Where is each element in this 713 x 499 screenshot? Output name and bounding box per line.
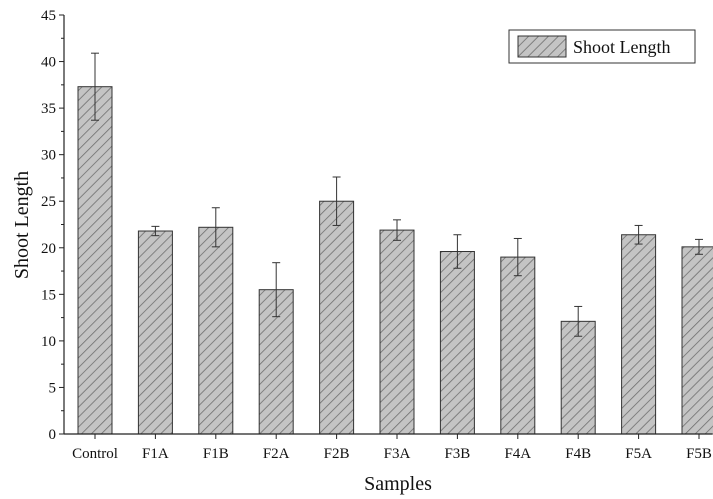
error-bar-f4a bbox=[513, 237, 522, 277]
bar-f1a bbox=[137, 230, 173, 435]
y-tick-label: 0 bbox=[49, 427, 57, 443]
legend-label: Shoot Length bbox=[573, 37, 671, 57]
bar-f3b bbox=[439, 251, 475, 435]
error-bars-layer bbox=[91, 52, 703, 337]
x-tick-label: F5A bbox=[625, 446, 652, 462]
x-tick-label: F3B bbox=[444, 446, 470, 462]
error-bar-control bbox=[91, 52, 99, 121]
legend-swatch bbox=[517, 35, 567, 58]
y-tick-label: 45 bbox=[41, 8, 56, 24]
error-bar-f2a bbox=[272, 262, 281, 318]
bar-f4b bbox=[560, 320, 596, 435]
y-tick-label: 20 bbox=[41, 241, 56, 257]
x-tick-label: Control bbox=[72, 446, 118, 462]
bars-layer bbox=[77, 86, 713, 435]
x-axis-title: Samples bbox=[364, 473, 432, 495]
error-bar-f3b bbox=[453, 234, 462, 269]
legend: Shoot Length bbox=[508, 29, 696, 64]
error-bar-f3a bbox=[393, 219, 401, 241]
x-tick-label: F1B bbox=[203, 446, 229, 462]
x-tick-label: F4B bbox=[565, 446, 591, 462]
y-tick-label: 35 bbox=[41, 101, 56, 117]
x-tick-label: F5B bbox=[686, 446, 712, 462]
error-bar-f2b bbox=[332, 176, 341, 226]
bar-control bbox=[77, 86, 113, 435]
y-tick-label: 30 bbox=[41, 148, 56, 164]
y-tick-label: 15 bbox=[41, 287, 56, 303]
error-bar-f5a bbox=[634, 224, 643, 245]
x-tick-label: F1A bbox=[142, 446, 169, 462]
y-axis-title: Shoot Length bbox=[11, 171, 33, 279]
bar-f4a bbox=[500, 256, 536, 435]
bar-f3a bbox=[379, 229, 415, 435]
y-tick-label: 25 bbox=[41, 194, 56, 210]
y-tick-label: 40 bbox=[41, 55, 56, 71]
error-bar-f5b bbox=[695, 238, 703, 255]
x-tick-label: F4A bbox=[504, 446, 531, 462]
error-bar-f1a bbox=[151, 225, 160, 237]
bar-f2b bbox=[319, 200, 355, 435]
y-tick-label: 10 bbox=[41, 334, 56, 350]
axes-layer: 0 5 10 15 20 25 30 35 40 45 Control F1A F1B F2A F2B F3A… bbox=[41, 8, 712, 462]
bar-f5a bbox=[621, 234, 657, 435]
y-tick-label: 5 bbox=[49, 380, 57, 396]
error-bar-f1b bbox=[211, 207, 220, 248]
x-tick-label: F2B bbox=[324, 446, 350, 462]
error-bar-f4b bbox=[574, 305, 583, 337]
bar-f1b bbox=[198, 226, 234, 435]
x-tick-label: F3A bbox=[384, 446, 411, 462]
bar-f5b bbox=[681, 246, 713, 435]
x-tick-label: F2A bbox=[263, 446, 290, 462]
